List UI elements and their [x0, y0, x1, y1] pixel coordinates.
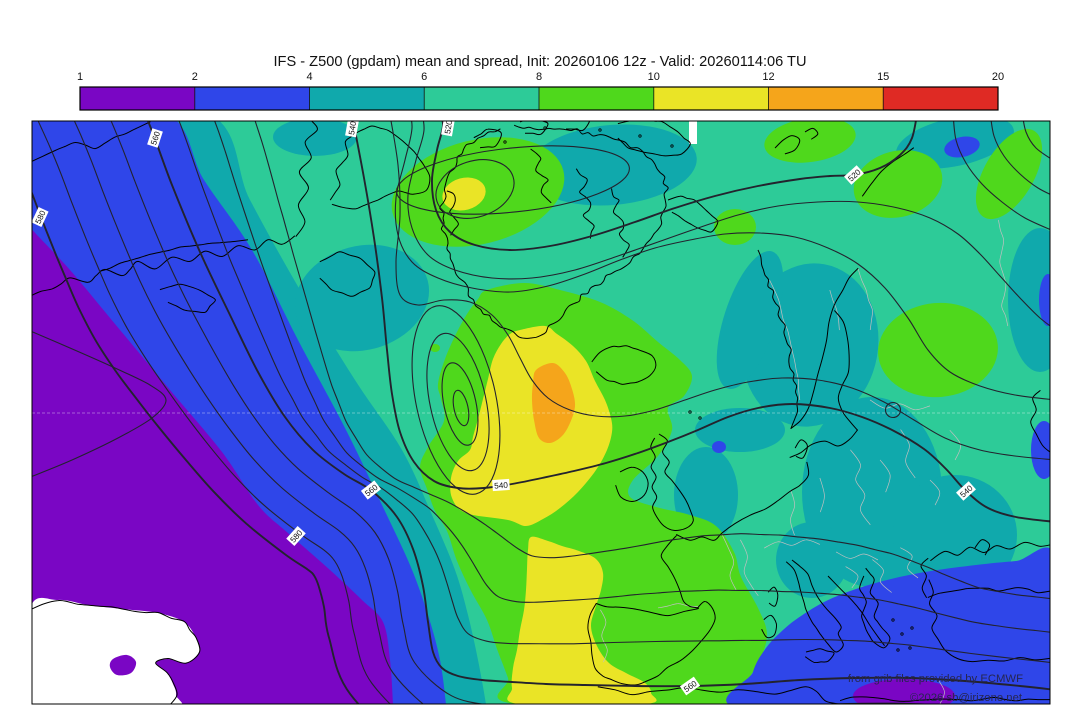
svg-text:540: 540	[494, 481, 509, 491]
svg-text:520: 520	[443, 119, 454, 134]
svg-text:10: 10	[648, 71, 660, 83]
svg-text:8: 8	[536, 71, 542, 83]
svg-text:20: 20	[992, 71, 1004, 83]
svg-text:2: 2	[192, 71, 198, 83]
svg-text:560: 560	[149, 130, 162, 146]
svg-text:from grib files provided by EC: from grib files provided by ECMWF	[848, 673, 1023, 685]
svg-text:4: 4	[306, 71, 312, 83]
svg-text:540: 540	[347, 120, 358, 135]
svg-text:IFS - Z500 (gpdam) mean and sp: IFS - Z500 (gpdam) mean and spread, Init…	[274, 54, 807, 70]
svg-text:1: 1	[77, 71, 83, 83]
svg-text:©2026 sb@irizone.net: ©2026 sb@irizone.net	[910, 692, 1023, 704]
svg-text:6: 6	[421, 71, 427, 83]
svg-text:15: 15	[877, 71, 889, 83]
svg-text:12: 12	[762, 71, 774, 83]
